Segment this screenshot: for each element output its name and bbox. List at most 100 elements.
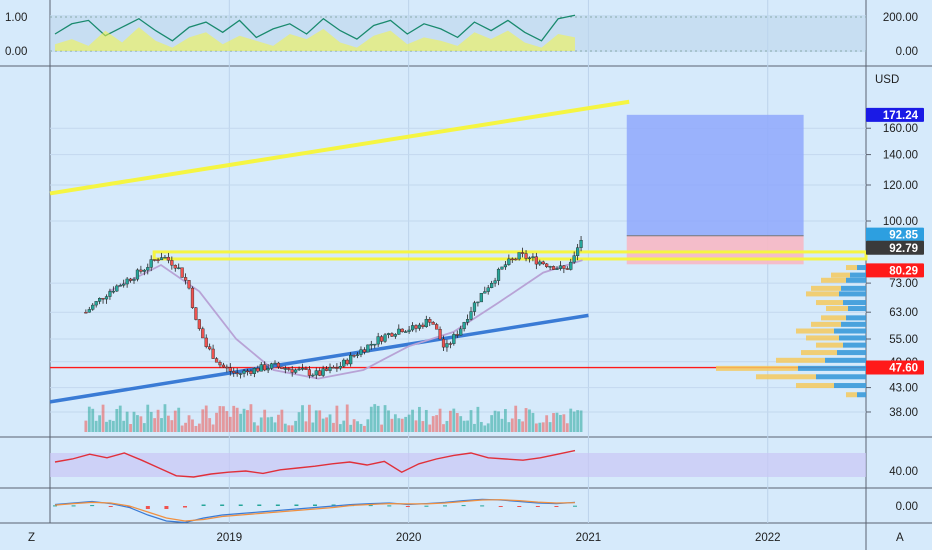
candle[interactable] — [228, 367, 232, 372]
rsi-panel[interactable]: 40.00 — [50, 449, 918, 478]
candle[interactable] — [245, 370, 250, 373]
candle[interactable] — [555, 268, 559, 270]
candle[interactable] — [390, 333, 394, 337]
candle[interactable] — [252, 368, 256, 374]
candle[interactable] — [256, 368, 260, 372]
candle[interactable] — [486, 287, 490, 292]
candle[interactable] — [218, 362, 222, 366]
candle[interactable] — [428, 319, 432, 323]
candle[interactable] — [266, 368, 270, 371]
rsi-line[interactable] — [54, 449, 576, 478]
macd-line[interactable] — [54, 499, 576, 522]
candle[interactable] — [204, 337, 208, 347]
candle[interactable] — [366, 344, 370, 353]
candle[interactable] — [304, 368, 308, 370]
candle[interactable] — [407, 329, 411, 332]
candle[interactable] — [335, 367, 339, 369]
candle[interactable] — [527, 257, 532, 260]
candle[interactable] — [239, 373, 243, 375]
upper-trendline[interactable] — [49, 99, 630, 196]
candle[interactable] — [249, 370, 253, 374]
candle[interactable] — [483, 291, 487, 294]
candle[interactable] — [562, 265, 566, 269]
candle[interactable] — [108, 291, 112, 297]
candle[interactable] — [455, 334, 459, 336]
candle[interactable] — [514, 258, 518, 261]
candle[interactable] — [221, 364, 226, 368]
candle[interactable] — [476, 301, 480, 304]
candle[interactable] — [269, 363, 274, 369]
candle[interactable] — [493, 280, 497, 284]
candle[interactable] — [376, 336, 380, 345]
candle[interactable] — [393, 334, 397, 337]
candle[interactable] — [380, 336, 384, 342]
candle[interactable] — [383, 334, 387, 342]
candle[interactable] — [373, 343, 377, 346]
candle[interactable] — [359, 349, 363, 355]
candle[interactable] — [197, 319, 201, 329]
candle[interactable] — [369, 343, 373, 346]
candle[interactable] — [180, 267, 184, 278]
candle[interactable] — [263, 364, 267, 371]
candle[interactable] — [135, 269, 140, 280]
candle[interactable] — [314, 370, 318, 376]
candle[interactable] — [201, 328, 205, 339]
candle[interactable] — [342, 359, 346, 367]
candle[interactable] — [524, 253, 528, 259]
candle[interactable] — [572, 255, 576, 263]
candle[interactable] — [541, 261, 545, 265]
candle[interactable] — [345, 359, 349, 365]
candle[interactable] — [548, 266, 552, 268]
candle[interactable] — [91, 304, 95, 310]
oscillator-panel[interactable]: 1.00 200.00 0.00 0.00 — [5, 12, 918, 58]
candle[interactable] — [156, 259, 160, 261]
candle[interactable] — [225, 366, 229, 369]
candle[interactable] — [328, 366, 332, 371]
candle[interactable] — [187, 280, 191, 289]
candle[interactable] — [507, 258, 511, 265]
candle[interactable] — [445, 343, 449, 348]
candle[interactable] — [111, 290, 115, 293]
candle[interactable] — [414, 325, 418, 329]
candle[interactable] — [276, 362, 281, 368]
candle[interactable] — [125, 278, 129, 285]
candle[interactable] — [517, 252, 521, 260]
candle[interactable] — [417, 324, 422, 329]
candle[interactable] — [503, 264, 508, 268]
candle[interactable] — [139, 269, 143, 272]
candle[interactable] — [153, 259, 157, 261]
candle[interactable] — [386, 333, 391, 336]
candle[interactable] — [448, 343, 452, 345]
candle[interactable] — [534, 256, 538, 265]
candle[interactable] — [115, 285, 119, 292]
candle[interactable] — [232, 371, 236, 374]
candle[interactable] — [545, 263, 549, 267]
candle[interactable] — [118, 285, 122, 287]
candle[interactable] — [211, 348, 215, 359]
candle[interactable] — [128, 278, 133, 281]
macd-panel[interactable]: 0.00 — [53, 498, 918, 524]
candle[interactable] — [331, 366, 336, 369]
candle[interactable] — [149, 259, 153, 268]
candle[interactable] — [452, 334, 456, 344]
candle[interactable] — [214, 358, 219, 363]
candle[interactable] — [163, 256, 167, 259]
candle[interactable] — [435, 324, 439, 330]
auto-scale-a-label[interactable]: A — [896, 532, 904, 544]
candle[interactable] — [551, 266, 556, 270]
candle[interactable] — [496, 268, 501, 281]
candle[interactable] — [122, 283, 126, 286]
candle[interactable] — [104, 296, 109, 300]
candle[interactable] — [338, 366, 342, 369]
rising-support-line[interactable] — [49, 313, 589, 404]
price-panel[interactable] — [49, 99, 868, 432]
candle[interactable] — [441, 338, 446, 348]
candle[interactable] — [311, 374, 315, 377]
candle[interactable] — [280, 366, 284, 370]
candle[interactable] — [579, 240, 583, 248]
candle[interactable] — [521, 252, 525, 254]
candle[interactable] — [510, 258, 514, 261]
candle[interactable] — [362, 349, 367, 353]
candle[interactable] — [538, 261, 542, 265]
